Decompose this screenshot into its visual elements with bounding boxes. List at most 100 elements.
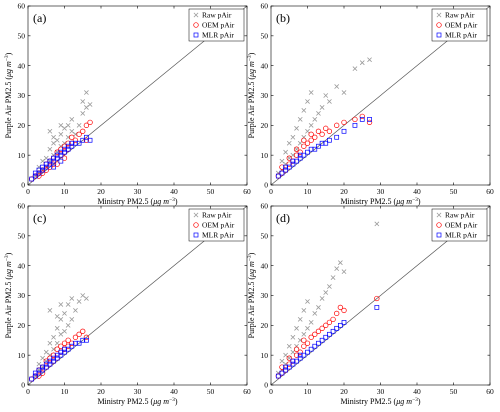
data-point-stroke-b [84,105,89,110]
data-point-stroke-b [58,131,64,137]
data-point [301,137,307,143]
data-point-stroke-b [316,111,321,116]
data-point [84,337,89,343]
data-point-stroke-b [286,355,292,361]
data-point-stroke-b [69,296,75,301]
data-point [58,316,64,322]
y-tick-label: 0 [21,181,25,190]
data-point [61,143,68,149]
data-point [304,140,311,146]
data-point [40,367,45,373]
y-tick-label: 10 [261,151,269,160]
data-point-stroke-b [330,275,336,280]
data-point [341,320,347,325]
data-point [279,358,285,364]
data-point [84,105,89,110]
data-point-stroke-b [286,343,292,349]
data-point [286,155,292,161]
legend-marker-stroke-b [193,212,199,218]
data-point [297,355,303,361]
data-point [51,358,56,364]
data-point-stroke-b [54,340,60,346]
y-tick-label: 20 [18,121,26,130]
data-point [76,331,82,337]
data-point-stroke-b [279,158,285,164]
x-tick-label: 50 [207,387,215,396]
data-point [286,140,292,146]
data-point [65,337,71,343]
x-tick-label: 10 [304,187,312,196]
data-point [323,290,329,295]
data-point [297,349,303,355]
data-point [275,173,281,179]
data-point-stroke-b [80,111,86,116]
data-point [323,322,329,328]
data-point [294,146,299,152]
data-point [312,343,318,349]
data-point [83,334,90,340]
data-point [308,146,314,152]
data-point [47,146,53,152]
legend-label: Raw pAir [445,211,475,220]
data-point [319,131,325,137]
data-point-stroke-b [84,296,89,301]
data-point [84,90,89,95]
data-point [334,122,340,128]
data-point [80,137,86,143]
data-point [286,355,292,361]
data-point [293,146,300,152]
x-tick-label: 40 [413,387,421,396]
series-mlr-pair [29,134,93,182]
data-point [51,334,56,340]
data-point [76,131,82,137]
legend-label: OEM pAir [445,21,478,30]
data-point [290,134,296,140]
data-point [334,325,340,331]
data-point-stroke-b [327,284,332,289]
data-point-stroke-b [43,155,49,161]
data-point-stroke-b [294,325,299,331]
data-point [279,158,285,164]
data-point-stroke-b [43,349,49,355]
data-point [47,355,53,361]
data-point [36,367,42,373]
data-point [290,158,296,164]
legend-marker [436,32,442,38]
data-point-stroke-b [374,221,380,227]
data-point [279,164,285,170]
data-point [76,340,82,346]
data-point-stroke-b [62,311,67,316]
data-point [286,364,292,370]
data-point-stroke-b [47,146,53,152]
data-point [327,99,332,104]
data-point [338,322,343,328]
data-point [319,105,325,110]
data-point [316,305,321,310]
data-point [47,161,53,167]
x-tick-label: 0 [269,187,273,196]
data-point-stroke-b [341,90,347,95]
data-point [54,137,60,143]
data-point [62,149,67,155]
data-point [58,343,64,349]
data-point [69,128,75,134]
x-tick-label: 0 [26,387,30,396]
data-point-stroke-b [359,60,365,66]
data-point [312,134,318,140]
data-point [80,128,86,134]
legend-marker [193,32,199,38]
data-point [47,308,53,313]
data-point [69,116,75,122]
x-tick-label: 60 [243,387,251,396]
data-point-stroke-b [58,316,64,322]
data-point-stroke-b [286,140,292,146]
data-point [330,275,336,280]
data-point [305,325,310,331]
y-tick-label: 50 [261,31,269,40]
data-point [40,355,45,361]
data-point-stroke-b [319,105,325,110]
y-tick-label: 30 [261,91,269,100]
data-point [275,373,281,379]
